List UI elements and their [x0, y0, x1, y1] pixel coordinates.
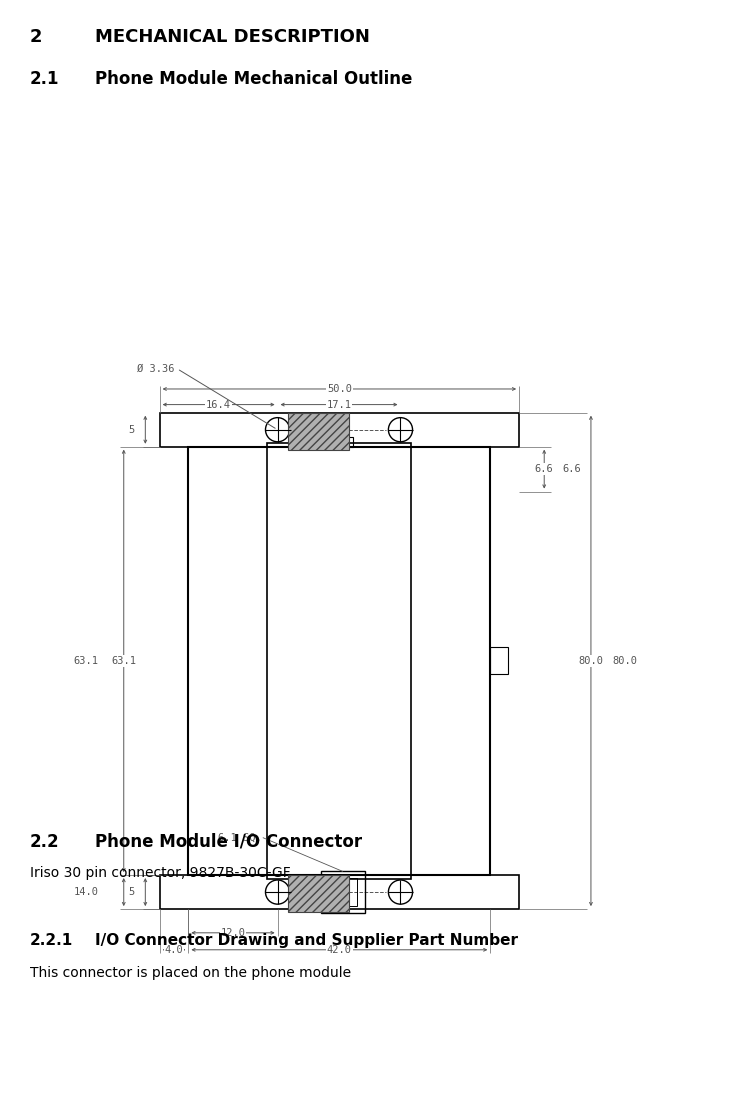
- Text: Iriso 30 pin connector, 9827B-30C-GF: Iriso 30 pin connector, 9827B-30C-GF: [30, 866, 291, 880]
- Text: 5: 5: [128, 425, 135, 435]
- Text: 4.0: 4.0: [164, 945, 184, 955]
- Text: This connector is placed on the phone module: This connector is placed on the phone mo…: [30, 966, 351, 980]
- Text: 63.1: 63.1: [112, 656, 136, 666]
- Circle shape: [388, 418, 412, 442]
- Text: 63.1: 63.1: [74, 656, 99, 666]
- Text: 2: 2: [30, 28, 42, 46]
- Text: 2.1: 2.1: [30, 70, 60, 88]
- Text: 12.0: 12.0: [220, 928, 246, 938]
- Bar: [188, 447, 490, 875]
- Text: MECHANICAL DESCRIPTION: MECHANICAL DESCRIPTION: [95, 28, 370, 46]
- Circle shape: [266, 418, 289, 442]
- Text: 6.6: 6.6: [535, 464, 554, 474]
- Text: 80.0: 80.0: [612, 656, 638, 666]
- Text: Phone Module I/O Connector: Phone Module I/O Connector: [95, 833, 362, 851]
- Text: Phone Module Mechanical Outline: Phone Module Mechanical Outline: [95, 70, 412, 88]
- Bar: [267, 444, 411, 879]
- Circle shape: [266, 880, 289, 904]
- Bar: [490, 647, 508, 674]
- Bar: [160, 875, 519, 909]
- Text: 6.6: 6.6: [562, 464, 581, 474]
- Text: 2.2: 2.2: [30, 833, 60, 851]
- Circle shape: [388, 880, 412, 904]
- Text: 5: 5: [128, 887, 135, 897]
- Bar: [335, 436, 353, 447]
- Text: 6.1 SQ.: 6.1 SQ.: [219, 833, 262, 843]
- Text: 2.2.1: 2.2.1: [30, 934, 73, 948]
- Text: 42.0: 42.0: [327, 945, 352, 955]
- Bar: [160, 413, 519, 447]
- Text: 17.1: 17.1: [327, 399, 351, 409]
- Text: 14.0: 14.0: [74, 887, 99, 897]
- Bar: [289, 875, 350, 912]
- Text: 50.0: 50.0: [327, 383, 352, 394]
- Bar: [321, 871, 365, 912]
- Text: 80.0: 80.0: [578, 656, 603, 666]
- Bar: [328, 878, 357, 906]
- Text: I/O Connector Drawing and Supplier Part Number: I/O Connector Drawing and Supplier Part …: [95, 934, 518, 948]
- Text: 16.4: 16.4: [206, 399, 231, 409]
- Text: Ø 3.36: Ø 3.36: [138, 363, 175, 373]
- Bar: [289, 413, 350, 451]
